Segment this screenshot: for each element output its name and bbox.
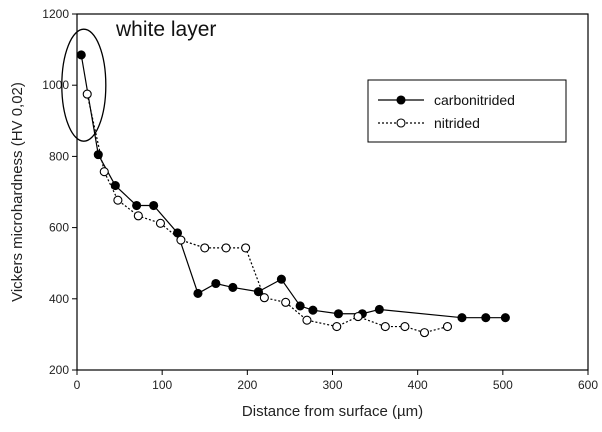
- data-point-carbonitrided: [308, 305, 318, 315]
- data-point-nitrided: [281, 297, 291, 307]
- data-point-carbonitrided: [500, 313, 510, 323]
- data-point-carbonitrided: [132, 200, 142, 211]
- y-tick-label: 1200: [42, 7, 69, 21]
- data-point-nitrided: [419, 328, 430, 338]
- data-point-carbonitrided: [276, 274, 286, 284]
- annotation-layer: white layer: [61, 18, 216, 142]
- legend-marker-nitrided: [396, 118, 406, 128]
- data-point-nitrided: [200, 243, 210, 253]
- x-tick-label: 500: [493, 378, 513, 392]
- series-carbonitrided: [76, 50, 510, 323]
- data-point-carbonitrided: [457, 313, 467, 323]
- x-tick-label: 100: [152, 378, 172, 392]
- data-point-nitrided: [259, 293, 269, 303]
- data-point-nitrided: [82, 89, 92, 99]
- x-tick-label: 0: [74, 378, 81, 392]
- data-point-carbonitrided: [93, 150, 103, 160]
- y-tick-label: 800: [49, 149, 69, 163]
- data-point-carbonitrided: [149, 200, 159, 211]
- x-tick-label: 600: [578, 378, 598, 392]
- series-layer: [76, 50, 510, 338]
- data-point-carbonitrided: [374, 304, 384, 315]
- data-point-carbonitrided: [76, 50, 86, 60]
- y-tick-label: 600: [49, 221, 69, 235]
- white-layer-ellipse: [61, 28, 107, 142]
- data-point-nitrided: [99, 167, 109, 177]
- data-point-nitrided: [241, 243, 251, 253]
- data-point-carbonitrided: [228, 282, 238, 292]
- data-point-nitrided: [332, 322, 342, 332]
- plot-frame: [76, 13, 589, 371]
- data-point-nitrided: [221, 243, 231, 253]
- data-point-nitrided: [380, 322, 390, 332]
- data-point-carbonitrided: [333, 309, 344, 319]
- legend-label-carbonitrided: carbonitrided: [434, 92, 515, 108]
- series-nitrided: [82, 89, 453, 338]
- legend-label-nitrided: nitrided: [434, 115, 480, 131]
- x-tick-label: 300: [322, 378, 342, 392]
- plot-axes: 0 100 200 300 400 500 600 200 400 600 800 1000 1200: [42, 7, 598, 392]
- x-tick-label: 400: [408, 378, 428, 392]
- y-axis-title: Vickers microhardness (HV 0,02): [9, 82, 26, 302]
- data-point-carbonitrided: [295, 301, 305, 311]
- y-tick-label: 400: [49, 292, 69, 306]
- data-point-carbonitrided: [481, 313, 491, 323]
- data-point-nitrided: [302, 315, 312, 325]
- white-layer-label: white layer: [115, 18, 216, 41]
- data-point-nitrided: [400, 322, 410, 332]
- legend: carbonitrided nitrided: [367, 79, 567, 143]
- legend-marker-carbonitrided: [396, 95, 406, 105]
- data-point-carbonitrided: [211, 278, 221, 289]
- data-point-nitrided: [133, 211, 143, 221]
- data-point-nitrided: [113, 195, 123, 205]
- legend-box: [367, 79, 567, 143]
- data-point-nitrided: [155, 218, 166, 228]
- data-point-nitrided: [442, 322, 453, 332]
- data-point-carbonitrided: [253, 287, 263, 297]
- data-point-carbonitrided: [110, 181, 120, 191]
- data-point-nitrided: [176, 235, 186, 245]
- x-tick-label: 200: [237, 378, 257, 392]
- y-tick-label: 200: [49, 363, 69, 377]
- data-point-nitrided: [353, 312, 363, 322]
- data-point-carbonitrided: [193, 288, 203, 299]
- x-axis-title: Distance from surface (µm): [242, 403, 423, 420]
- y-tick-label: 1000: [42, 78, 69, 92]
